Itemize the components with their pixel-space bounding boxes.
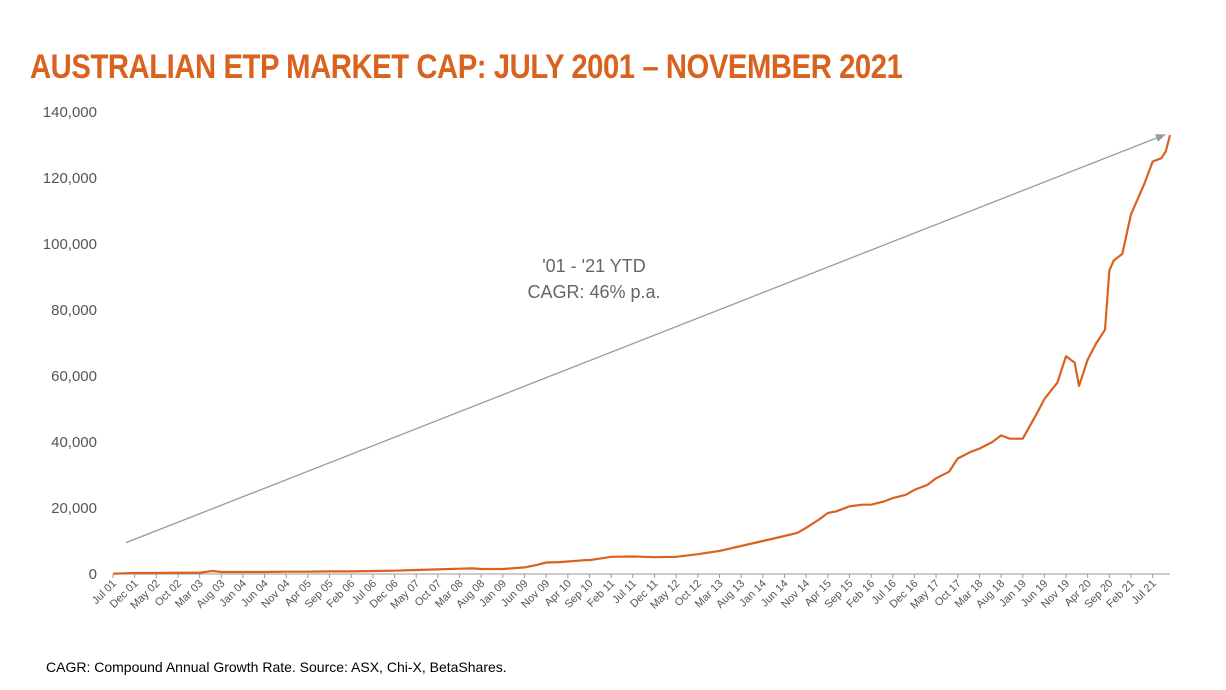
market-cap-series-line — [112, 134, 1172, 575]
x-tick-label: Jul 21 — [1130, 578, 1159, 607]
cagr-annotation-line1: '01 - '21 YTD — [542, 256, 646, 276]
y-tick-label: 120,000 — [43, 170, 97, 187]
y-tick-label: 140,000 — [43, 104, 97, 121]
cagr-annotation-line2: CAGR: 46% p.a. — [527, 282, 660, 302]
y-tick-label: 40,000 — [51, 434, 97, 451]
y-tick-label: 80,000 — [51, 302, 97, 319]
cagr-trend-arrow — [125, 134, 1166, 544]
y-tick-label: 60,000 — [51, 368, 97, 385]
y-axis: 0 20,000 40,000 60,000 80,000 100,000 120,000 1… — [43, 104, 97, 583]
y-tick-label: 0 — [89, 566, 97, 583]
y-tick-label: 20,000 — [51, 500, 97, 517]
y-tick-label: 100,000 — [43, 236, 97, 253]
chart-title: AUSTRALIAN ETP MARKET CAP: JULY 2001 – N… — [30, 48, 903, 86]
line-chart: 0 20,000 40,000 60,000 80,000 100,000 120,000 1… — [43, 104, 1172, 612]
footnote: CAGR: Compound Annual Growth Rate. Sourc… — [46, 659, 507, 675]
